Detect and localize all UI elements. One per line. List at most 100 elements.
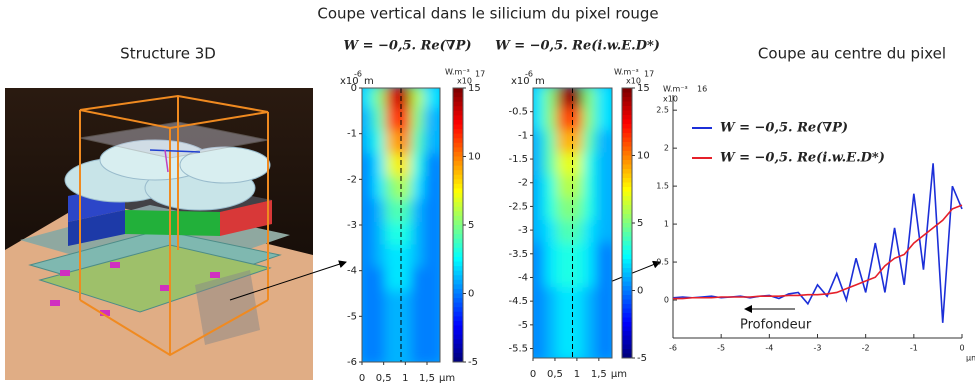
colorbar-stripe [622,227,632,233]
colorbar-stripe [622,187,632,192]
y-unit-multiplier: x10 [511,76,530,87]
colorbar-stripe [453,133,463,139]
colorbar-stripe [622,313,632,318]
colorbar-stripe [622,137,632,143]
colorbar-tick-label: 10 [637,151,650,162]
colorbar-stripe [622,92,632,98]
heatmap-cell [424,313,440,343]
colorbar-stripe [453,357,463,363]
y-tick-label: -5.5 [508,344,528,355]
y-tick-label: -2.5 [508,201,528,212]
colorbar-stripe [453,211,463,217]
colorbar-stripe [622,164,632,170]
colorbar-tick-label: 0 [637,286,643,297]
colorbar-exponent: 17 [475,70,485,79]
colorbar-stripe [453,225,463,231]
colorbar-stripe [453,197,463,203]
x-tick-label: -1 [910,344,918,353]
colorbar-stripe [453,334,463,340]
y-tick-label: 0 [664,296,669,305]
x-tick-label: -2 [862,344,870,353]
colorbar-stripe [453,115,463,121]
heatmap-cell [595,175,612,204]
colorbar-exponent: 17 [644,70,654,79]
colorbar-stripe [453,284,463,290]
arrow [229,260,347,301]
heatmap-cell [424,176,440,206]
heatmap-cell [595,220,612,249]
heatmap-cell [424,244,440,274]
heatmap-cells [362,88,440,362]
y-tick-label: -5 [518,320,528,331]
colorbar-stripe [622,344,632,350]
colorbar-stripe [453,307,463,313]
y-tick-label: -4 [518,272,528,283]
colorbar-stripe [622,97,632,102]
colorbar-stripe [453,288,463,294]
colorbar-stripe [453,188,463,194]
x-tick-label: 1,5 [419,373,435,384]
colorbar-stripe [622,88,632,93]
structure-3d [5,88,313,380]
colorbar-stripe [453,320,463,326]
colorbar-stripe [453,147,463,153]
colorbar-stripe [453,170,463,176]
colorbar-stripe [453,92,463,98]
y-unit-exponent: -6 [354,70,362,79]
colorbar-stripe [453,174,463,180]
x-tick-label: 0 [359,373,365,384]
heatmap-cell [424,290,440,320]
colorbar-stripe [622,209,632,215]
colorbar-stripe [453,275,463,281]
colorbar-stripe [622,124,632,129]
y-tick-label: 2 [664,144,669,153]
y-tick-label: -1 [518,130,528,141]
y-tick-label: -3 [518,225,528,236]
colorbar-tick-label: 0 [468,289,474,300]
colorbar-stripe [453,124,463,130]
colorbar-stripe [453,348,463,354]
colorbar-stripe [622,119,632,125]
colorbar-stripe [453,352,463,358]
x-tick-label: 1,5 [591,369,607,380]
profile-label: Coupe au centre du pixel [758,45,946,63]
colorbar-stripe [453,339,463,345]
colorbar-unit: W.m⁻³ [614,68,639,77]
colorbar-stripe [453,101,463,107]
heatmap-cell [424,107,440,137]
colorbar-stripe [622,349,632,354]
x-tick-label: 0 [530,369,536,380]
heatmap-cell [595,265,612,294]
colorbar-stripe [622,272,632,278]
heatmap-cell [424,267,440,297]
plot-frame [532,87,613,359]
colorbar-stripe [453,243,463,249]
heatmap-cell [424,130,440,160]
colorbar-stripe [453,261,463,267]
colorbar-stripe [622,281,632,287]
colorbar-stripe [622,182,632,188]
y-unit-exponent: 16 [697,85,707,94]
colorbar-stripe [453,298,463,304]
colorbar-stripe [622,133,632,138]
colorbar-stripe [622,250,632,255]
colorbar-stripe [622,200,632,206]
colorbar-stripe [453,316,463,322]
colorbar-stripe [622,196,632,201]
y-unit-multiplier: x10 [340,76,359,87]
x-tick-label: -4 [765,344,773,353]
colorbar-tick-label: 5 [468,220,474,231]
colorbar-stripe [622,173,632,179]
colorbar-tick-label: -5 [637,353,647,364]
line-series [672,163,963,323]
colorbar-stripe [622,232,632,237]
heatmap-cell [595,88,612,114]
colorbar-stripe [453,238,463,244]
x-tick-label: 0,5 [376,373,392,384]
colorbar-stripe [622,259,632,264]
colorbar-stripe [453,183,463,189]
heatmap-cell [595,197,612,226]
colorbar-stripe [453,325,463,331]
colorbar-stripe [453,343,463,349]
